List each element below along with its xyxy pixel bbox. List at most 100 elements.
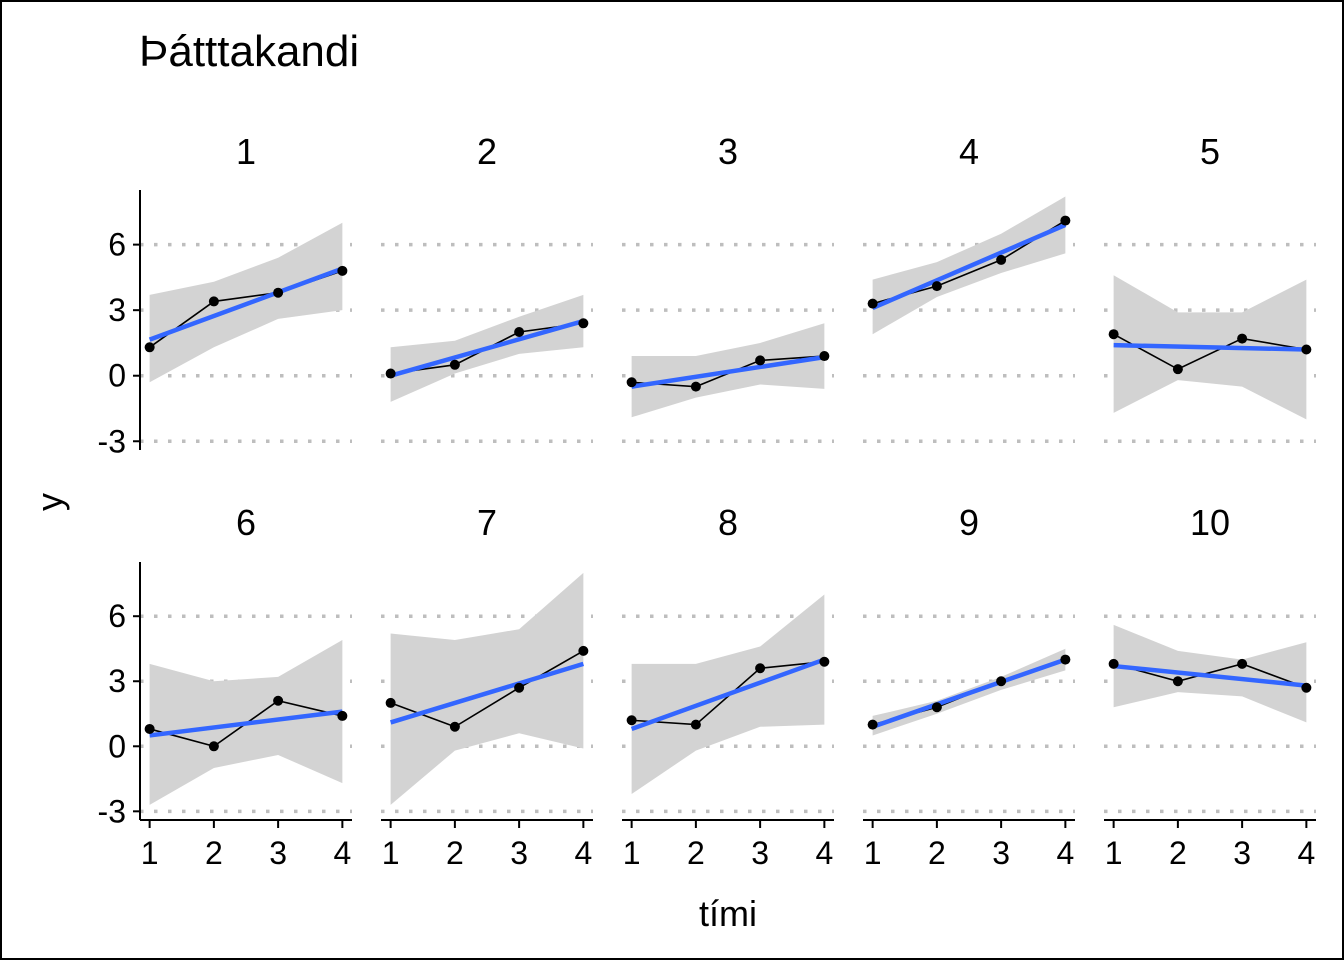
- facet-panel-8: 8 1 2 3 4: [622, 502, 834, 871]
- facet-panel-7: 7 1 2 3 4: [381, 502, 593, 871]
- y-tick-label: -3: [98, 423, 126, 459]
- y-tick-label: 6: [108, 598, 126, 634]
- facet-label: 7: [477, 502, 497, 543]
- data-point: [1301, 344, 1312, 355]
- data-point: [385, 368, 396, 379]
- facet-panel-6: 6 -3 0 3 6 1 2 3 4: [98, 502, 352, 871]
- confidence-band: [390, 572, 584, 805]
- facet-panel-4: 4: [863, 131, 1075, 444]
- regression-line: [390, 318, 584, 378]
- regression-line: [871, 657, 1067, 729]
- data-point: [996, 676, 1007, 687]
- data-point: [1301, 682, 1312, 693]
- regression-line: [389, 661, 585, 725]
- regression-line: [1113, 663, 1307, 688]
- data-point: [337, 710, 348, 721]
- facet-label: 2: [477, 131, 497, 172]
- facet-panel-9: 9 1 2 3 4: [863, 502, 1075, 871]
- data-point: [1172, 676, 1183, 687]
- data-point: [208, 296, 219, 307]
- y-tick-label: 0: [108, 728, 126, 764]
- data-point: [385, 697, 396, 708]
- y-tick-label: 3: [108, 292, 126, 328]
- regression-line: [630, 657, 826, 732]
- chart-title: Þátttakandi: [139, 27, 359, 76]
- data-point: [819, 656, 830, 667]
- data-point: [996, 254, 1007, 265]
- x-tick-label: 1: [1105, 835, 1123, 871]
- data-point: [337, 265, 348, 276]
- data-point: [931, 702, 942, 713]
- data-point: [755, 355, 766, 366]
- facet-label: 8: [718, 502, 738, 543]
- x-tick-label: 3: [1233, 835, 1251, 871]
- y-tick-label: 6: [108, 227, 126, 263]
- x-tick-label: 1: [623, 835, 641, 871]
- data-point: [690, 719, 701, 730]
- facet-label: 3: [718, 131, 738, 172]
- data-point: [1172, 364, 1183, 375]
- y-tick-label: -3: [98, 793, 126, 829]
- facet-label: 5: [1200, 131, 1220, 172]
- data-point: [208, 741, 219, 752]
- data-point: [578, 645, 589, 656]
- x-tick-label: 2: [205, 835, 223, 871]
- data-point: [1237, 658, 1248, 669]
- x-tick-label: 3: [510, 835, 528, 871]
- facet-label: 10: [1190, 502, 1230, 543]
- facet-label: 1: [236, 131, 256, 172]
- x-tick-label: 3: [269, 835, 287, 871]
- facet-label: 4: [959, 131, 979, 172]
- x-tick-label: 4: [574, 835, 592, 871]
- data-point: [449, 721, 460, 732]
- data-point: [867, 719, 878, 730]
- x-tick-label: 2: [928, 835, 946, 871]
- x-tick-label: 4: [1297, 835, 1315, 871]
- data-point: [1108, 658, 1119, 669]
- data-point: [144, 723, 155, 734]
- x-tick-label: 2: [446, 835, 464, 871]
- facet-panel-10: 10 1 2 3 4: [1104, 502, 1316, 871]
- regression-line: [148, 266, 344, 342]
- regression-line: [871, 222, 1067, 311]
- y-tick-label: 0: [108, 358, 126, 394]
- data-point: [626, 715, 637, 726]
- data-point: [273, 287, 284, 298]
- data-point: [514, 327, 525, 338]
- y-axis-title: y: [29, 493, 70, 511]
- facet-panel-3: 3: [622, 131, 834, 444]
- facet-panel-1: 1 -3 0 3 6: [98, 131, 352, 459]
- x-tick-label: 4: [333, 835, 351, 871]
- regression-line: [149, 709, 343, 738]
- x-tick-label: 1: [141, 835, 159, 871]
- x-tick-label: 3: [992, 835, 1010, 871]
- data-point: [514, 682, 525, 693]
- x-tick-label: 1: [864, 835, 882, 871]
- facet-panel-5: 5: [1104, 131, 1316, 444]
- y-tick-label: 3: [108, 663, 126, 699]
- data-point: [273, 695, 284, 706]
- data-point: [1060, 215, 1071, 226]
- regression-line: [1113, 342, 1307, 352]
- data-point: [867, 298, 878, 309]
- observed-line: [1113, 333, 1307, 371]
- data-point: [819, 351, 830, 362]
- x-tick-label: 4: [1056, 835, 1074, 871]
- data-point: [449, 359, 460, 370]
- x-tick-label: 3: [751, 835, 769, 871]
- data-point: [1108, 329, 1119, 340]
- facet-label: 6: [236, 502, 256, 543]
- data-point: [1237, 333, 1248, 344]
- x-tick-label: 2: [687, 835, 705, 871]
- data-point: [578, 318, 589, 329]
- data-point: [690, 381, 701, 392]
- facet-label: 9: [959, 502, 979, 543]
- data-point: [755, 663, 766, 674]
- x-tick-label: 2: [1169, 835, 1187, 871]
- data-point: [626, 377, 637, 388]
- x-tick-label: 4: [815, 835, 833, 871]
- data-point: [1060, 654, 1071, 665]
